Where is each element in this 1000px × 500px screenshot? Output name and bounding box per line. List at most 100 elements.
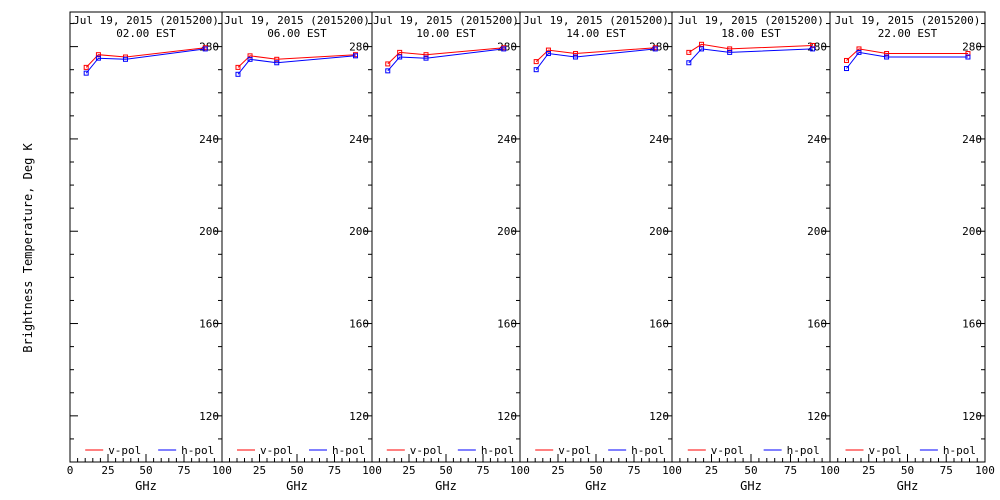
y-tick-label: 200 — [199, 225, 219, 238]
panel-title-time: 02.00 EST — [116, 27, 176, 40]
data-point-v-pol — [699, 41, 705, 47]
data-point-v-pol — [884, 51, 890, 57]
data-point-v-pol — [397, 49, 403, 55]
data-point-v-pol — [274, 56, 280, 62]
panel-title-date: Jul 19, 2015 (2015200) — [835, 14, 981, 27]
panel-title-time: 10.00 EST — [416, 27, 476, 40]
panel-title-date: Jul 19, 2015 (2015200) — [678, 14, 824, 27]
data-point-v-pol — [572, 51, 578, 57]
legend-label-h-pol: h-pol — [332, 444, 365, 457]
legend-label-v-pol: v-pol — [711, 444, 744, 457]
x-tick-label: 100 — [362, 464, 382, 477]
data-point-v-pol — [810, 42, 816, 48]
legend-label-v-pol: v-pol — [869, 444, 902, 457]
y-tick-label: 160 — [199, 318, 219, 331]
data-point-h-pol — [95, 55, 101, 61]
legend-label-h-pol: h-pol — [181, 444, 214, 457]
y-tick-label: 240 — [807, 133, 827, 146]
series-line-h-pol — [535, 48, 656, 71]
series-line-v-pol — [387, 47, 504, 65]
data-point-h-pol — [423, 55, 429, 61]
y-tick-label: 200 — [349, 225, 369, 238]
y-tick-label: 200 — [497, 225, 517, 238]
data-point-v-pol — [965, 51, 971, 57]
y-tick-label: 240 — [649, 133, 669, 146]
data-point-v-pol — [686, 49, 692, 55]
x-tick-label: 75 — [784, 464, 797, 477]
panel-title-date: Jul 19, 2015 (2015200) — [73, 14, 219, 27]
panel-5: Jul 19, 2015 (2015200)18.00 EST 25 50 75 100… — [671, 11, 840, 493]
x-tick-label: 100 — [975, 464, 995, 477]
y-tick-label: 240 — [497, 133, 517, 146]
panel-1: Jul 19, 2015 (2015200)02.00 EST 0 25 50 75 10… — [67, 11, 232, 493]
legend-label-h-pol: h-pol — [943, 444, 976, 457]
legend-label-v-pol: v-pol — [108, 444, 141, 457]
series-line-h-pol — [387, 48, 504, 72]
data-point-v-pol — [385, 61, 391, 67]
x-tick-label: 75 — [328, 464, 341, 477]
x-tick-label: 25 — [551, 464, 564, 477]
x-tick-label: 25 — [402, 464, 415, 477]
data-point-h-pol — [727, 49, 733, 55]
y-tick-label: 280 — [349, 41, 369, 54]
y-tick-label: 240 — [962, 133, 982, 146]
legend-label-v-pol: v-pol — [558, 444, 591, 457]
x-tick-label: 100 — [510, 464, 530, 477]
data-point-h-pol — [965, 54, 971, 60]
data-point-v-pol — [95, 52, 101, 58]
y-tick-label: 280 — [199, 41, 219, 54]
data-point-v-pol — [423, 52, 429, 58]
x-tick-label: 75 — [476, 464, 489, 477]
x-tick-label: 50 — [439, 464, 452, 477]
data-point-v-pol — [545, 47, 551, 53]
x-tick-label: 25 — [101, 464, 114, 477]
y-tick-label: 160 — [649, 318, 669, 331]
legend-label-h-pol: h-pol — [481, 444, 514, 457]
data-point-h-pol — [572, 54, 578, 60]
panel-title-time: 22.00 EST — [878, 27, 938, 40]
x-tick-label: 0 — [67, 464, 74, 477]
data-point-h-pol — [235, 71, 241, 77]
data-point-h-pol — [699, 46, 705, 52]
data-point-h-pol — [686, 60, 692, 66]
y-tick-label: 160 — [962, 318, 982, 331]
y-tick-label: 200 — [649, 225, 669, 238]
data-point-h-pol — [83, 70, 89, 76]
y-axis-label: Brightness Temperature, Deg K — [21, 142, 35, 352]
panel-4: Jul 19, 2015 (2015200)14.00 EST 25 50 75 100… — [519, 11, 682, 493]
data-point-h-pol — [202, 46, 208, 52]
y-tick-label: 240 — [199, 133, 219, 146]
x-tick-label: 50 — [901, 464, 914, 477]
series-line-v-pol — [535, 47, 656, 62]
series-line-v-pol — [237, 54, 356, 68]
y-tick-label: 160 — [807, 318, 827, 331]
y-tick-label: 120 — [649, 410, 669, 423]
panel-6: Jul 19, 2015 (2015200)22.00 EST 25 50 75 100… — [829, 11, 995, 493]
series-line-v-pol — [688, 43, 813, 53]
y-tick-label: 160 — [349, 318, 369, 331]
x-tick-label: 50 — [589, 464, 602, 477]
legend-label-v-pol: v-pol — [410, 444, 443, 457]
panel-title-time: 06.00 EST — [267, 27, 327, 40]
x-tick-label: 50 — [744, 464, 757, 477]
y-tick-label: 160 — [497, 318, 517, 331]
series-line-v-pol — [85, 47, 206, 68]
y-tick-label: 200 — [962, 225, 982, 238]
data-point-h-pol — [122, 56, 128, 62]
data-point-v-pol — [727, 46, 733, 52]
x-axis-label: GHz — [435, 479, 457, 493]
data-point-h-pol — [397, 54, 403, 60]
data-point-h-pol — [501, 46, 507, 52]
x-tick-label: 50 — [290, 464, 303, 477]
x-tick-label: 100 — [662, 464, 682, 477]
data-point-v-pol — [844, 57, 850, 63]
data-point-h-pol — [274, 60, 280, 66]
panel-title-time: 18.00 EST — [721, 27, 781, 40]
series-line-v-pol — [846, 48, 968, 61]
data-point-h-pol — [884, 54, 890, 60]
x-tick-label: 25 — [253, 464, 266, 477]
data-point-h-pol — [545, 51, 551, 57]
data-point-h-pol — [856, 49, 862, 55]
